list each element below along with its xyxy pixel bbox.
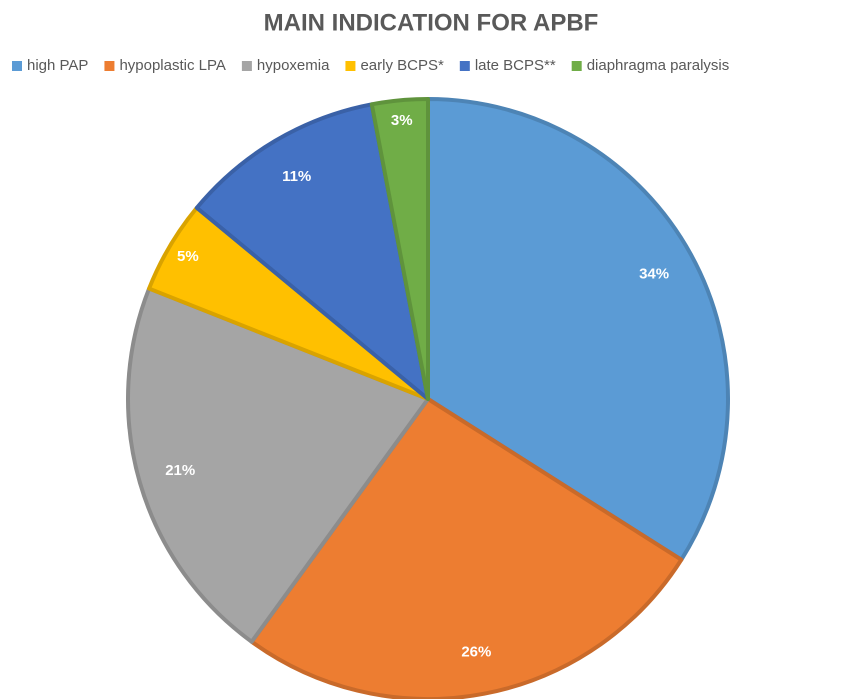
data-label: 5% [177,248,199,265]
legend-swatch [241,61,252,71]
legend-label: hypoxemia [257,57,330,74]
chart-title: MAIN INDICATION FOR APBF [264,9,599,36]
data-label: 26% [461,643,491,660]
pie-slice [369,97,430,401]
data-label: 34% [639,266,669,283]
legend-swatch [104,61,115,71]
legend-label: late BCPS** [475,57,556,74]
legend-label: diaphragma paralysis [587,57,730,74]
pie-slice [194,102,430,401]
legend-swatch [12,61,22,71]
legend-label: early BCPS* [360,57,444,74]
legend-label: high PAP [27,57,88,74]
legend-swatch [571,61,582,71]
pie-slice [126,286,430,644]
data-label: 21% [165,462,195,479]
data-label: 11% [282,168,311,185]
pie-slice [249,397,684,699]
legend-swatch [459,61,470,71]
legend-label: hypoplastic LPA [119,57,225,74]
data-label: 3% [391,112,413,129]
legend-swatch [345,61,356,71]
